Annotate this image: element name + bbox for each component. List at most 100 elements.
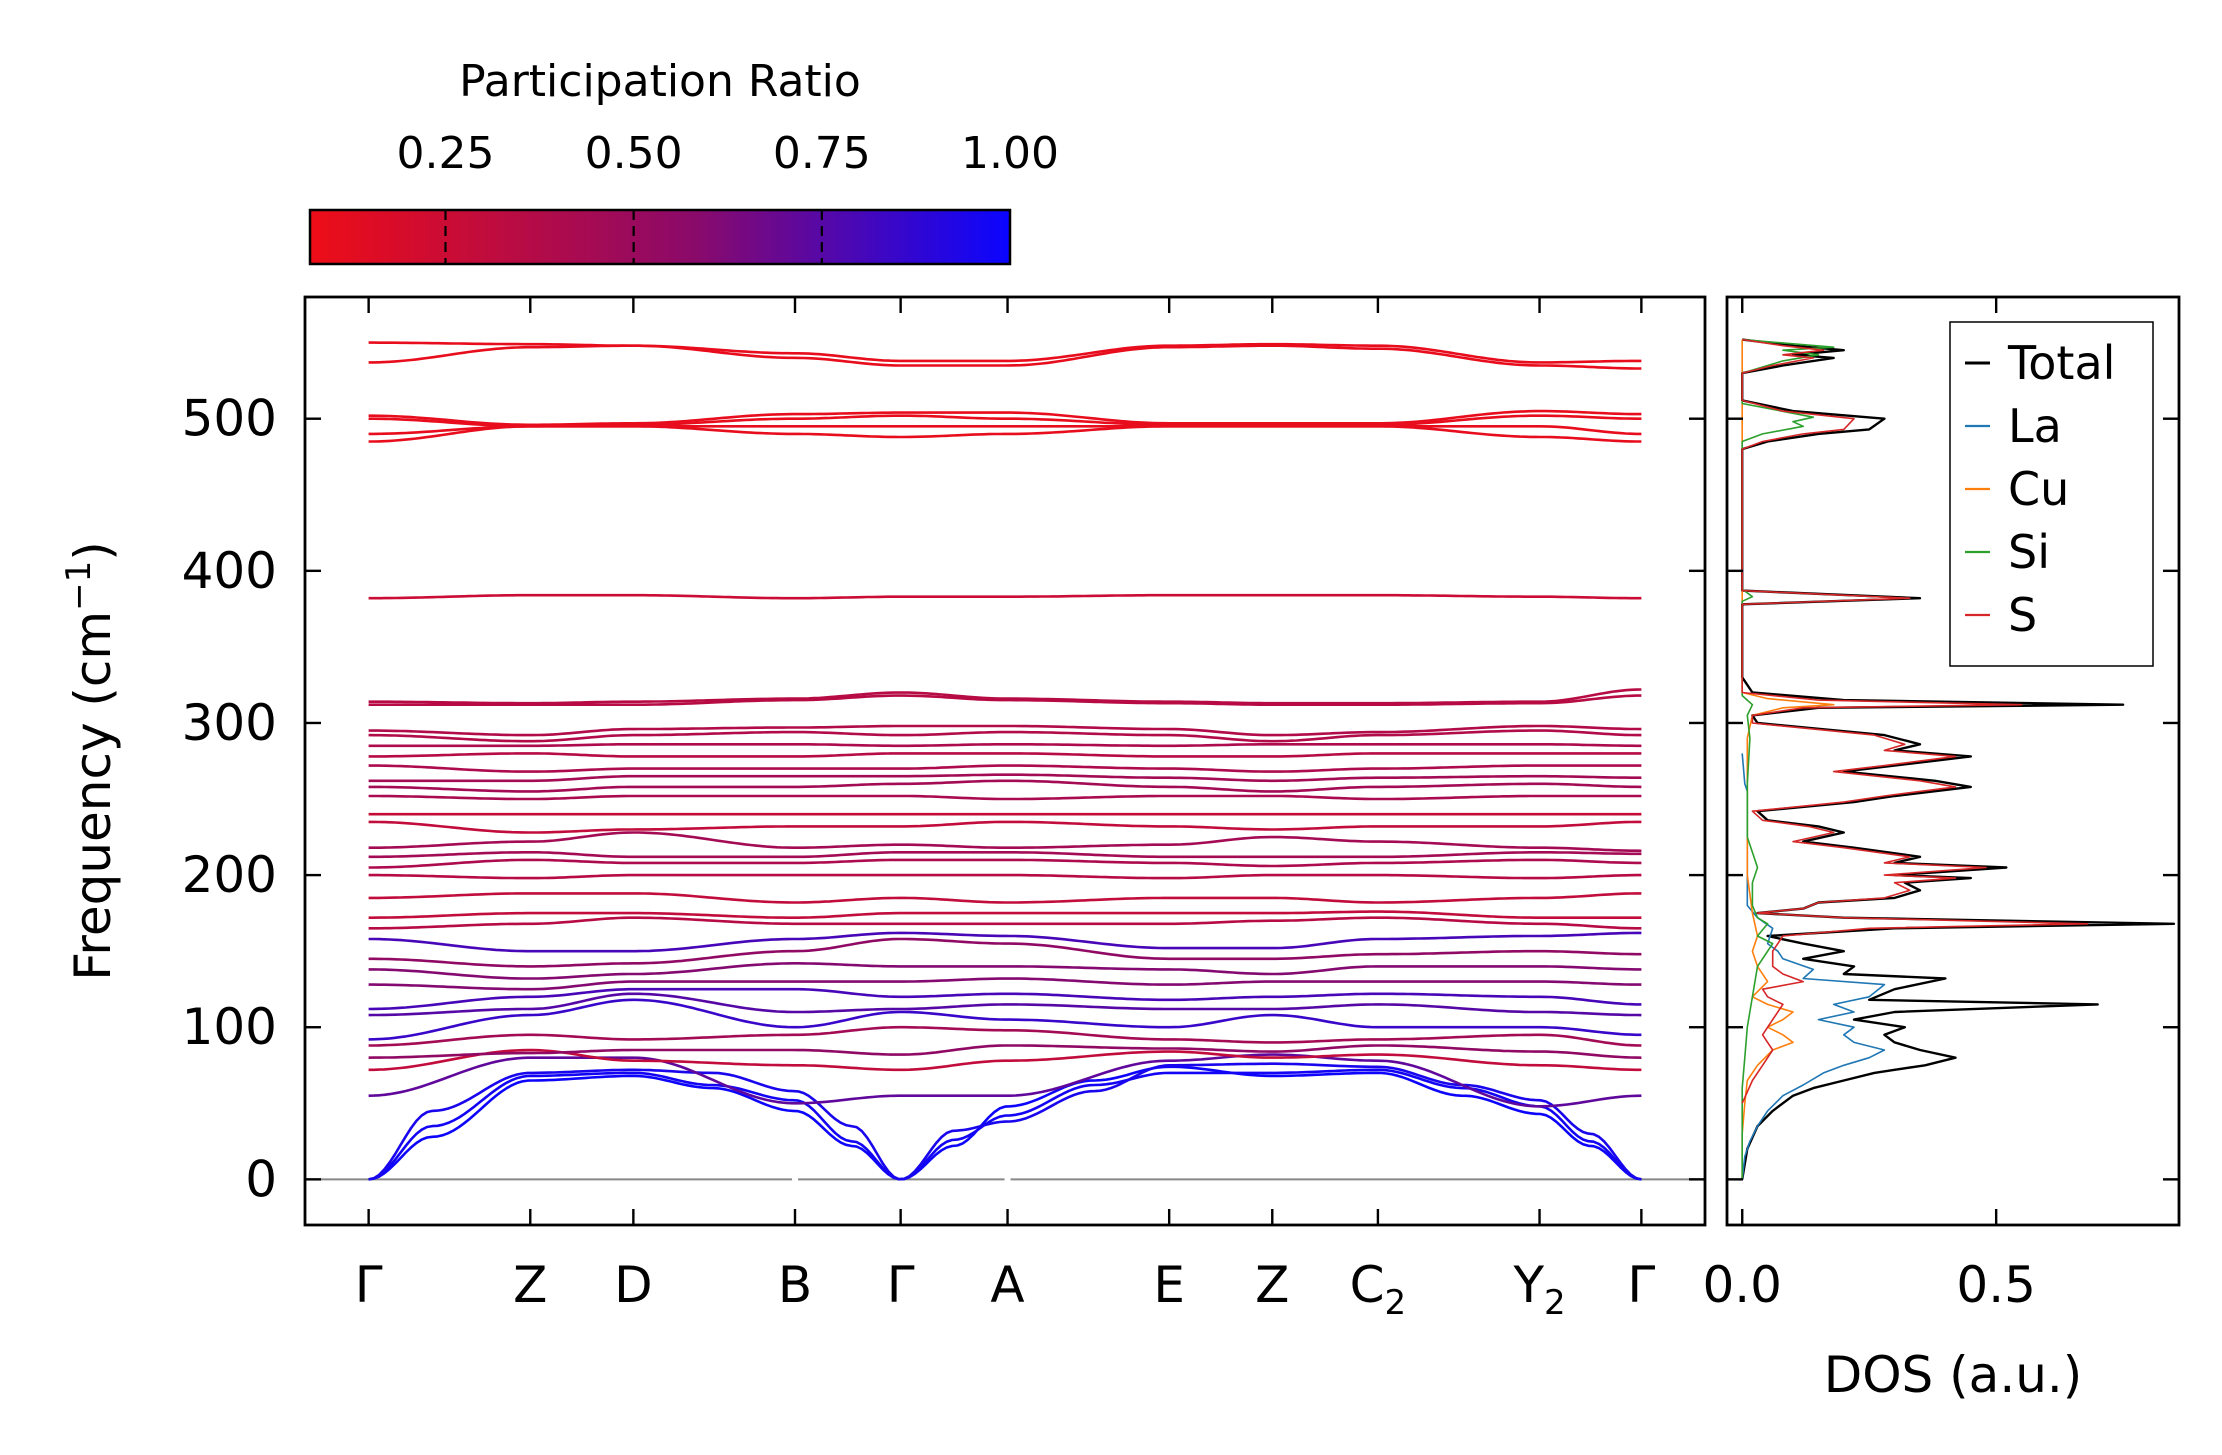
phonon-band-26: [368, 764, 1642, 773]
phonon-band-8: [368, 992, 1642, 1017]
frequency-tick-label: 0: [245, 1150, 277, 1208]
frequency-ticks: 0 100 200 300 400 500: [182, 390, 1705, 1208]
colorbar-ticks: 0.25 0.50 0.75 1.00: [396, 128, 1059, 264]
legend-items: Total La Cu Si S: [1965, 336, 2115, 642]
dos-x-tick-label: 0.0: [1702, 1256, 1782, 1314]
dos-ticks: 0.0 0.5: [1702, 297, 2036, 1314]
kpath-label: Z: [513, 1256, 547, 1314]
phonon-band-31: [368, 694, 1642, 707]
kpath-label: D: [614, 1256, 653, 1314]
phonon-band-30: [368, 724, 1642, 737]
phonon-band-17: [368, 873, 1642, 880]
phonon-band-18: [368, 858, 1642, 869]
phonon-band-2: [368, 1062, 1642, 1181]
kpath-label: C2: [1350, 1256, 1407, 1323]
kpath-label-point: B: [778, 1256, 812, 1314]
frequency-tick-label: 500: [182, 390, 277, 448]
kpath-ticks: Γ Z D B Γ A E Z C2 Y2 Γ: [355, 297, 1655, 1323]
phonon-band-29: [368, 729, 1642, 743]
colorbar-tick-label: 1.00: [961, 128, 1059, 179]
phonon-band-14: [368, 916, 1642, 930]
frequency-tick-label: 200: [182, 846, 277, 904]
kpath-label-subscript: 2: [1544, 1283, 1566, 1323]
band-axes-frame: [303, 295, 1707, 1227]
dos-series-si: [1741, 338, 1835, 1180]
dos-curves: [1740, 338, 2176, 1180]
phonon-band-3: [368, 1053, 1642, 1108]
colorbar-tick-label: 0.25: [396, 128, 494, 179]
kpath-label-point: Γ: [887, 1256, 915, 1314]
phonon-band-13: [368, 931, 1642, 953]
colorbar-gradient: [308, 208, 1012, 266]
phonon-band-36: [368, 414, 1642, 428]
frequency-label-close: ): [64, 541, 122, 561]
phonon-band-1: [368, 1068, 1642, 1181]
phonon-band-27: [368, 752, 1642, 758]
kpath-label-point: Z: [1255, 1256, 1289, 1314]
phonon-band-32: [368, 688, 1642, 705]
frequency-tick-label: 300: [182, 694, 277, 752]
dos-series-s: [1741, 338, 2089, 1104]
dos-legend: Total La Cu Si S: [1949, 321, 2154, 667]
colorbar-tick-label: 0.75: [773, 128, 871, 179]
kpath-label: E: [1153, 1256, 1185, 1314]
phonon-band-38: [368, 344, 1642, 370]
phonon-band-10: [368, 977, 1642, 991]
kpath-label-point: A: [990, 1256, 1024, 1314]
frequency-label-superscript: −1: [59, 561, 99, 611]
phonon-band-15: [368, 910, 1642, 920]
kpath-label: Z: [1255, 1256, 1289, 1314]
phonon-band-39: [368, 341, 1642, 364]
legend-label: La: [2008, 399, 2062, 453]
dos-axis-label: DOS (a.u.): [1824, 1346, 2083, 1404]
phonon-band-21: [368, 820, 1642, 834]
phonon-band-37: [368, 409, 1642, 427]
phonon-band-0: [368, 1065, 1642, 1181]
legend-frame: [1949, 321, 2154, 667]
phonon-band-24: [368, 779, 1642, 793]
kpath-label: Y2: [1512, 1256, 1565, 1323]
kpath-label-point: E: [1153, 1256, 1185, 1314]
kpath-label-point: Z: [513, 1256, 547, 1314]
kpath-label-point: C: [1350, 1256, 1385, 1314]
dos-panel: 0.0 0.5 DOS (a.u.) Total La Cu Si S: [1702, 295, 2181, 1404]
kpath-label: Γ: [1627, 1256, 1655, 1314]
kpath-label-point: D: [614, 1256, 653, 1314]
legend-label: Cu: [2008, 462, 2069, 516]
legend-label: S: [2008, 588, 2037, 642]
kpath-label-point: Γ: [355, 1256, 383, 1314]
kpath-label-point: Γ: [1627, 1256, 1655, 1314]
kpath-label: A: [990, 1256, 1024, 1314]
phonon-band-19: [368, 850, 1642, 859]
legend-label: Total: [2007, 336, 2115, 390]
phonon-band-11: [368, 961, 1642, 980]
kpath-label: Γ: [887, 1256, 915, 1314]
phonon-band-28: [368, 742, 1642, 748]
phonon-band-7: [368, 998, 1642, 1041]
phonon-band-12: [368, 937, 1642, 968]
phonon-band-9: [368, 987, 1642, 1011]
legend-label: Si: [2008, 525, 2050, 579]
phonon-band-5: [368, 1044, 1642, 1059]
dos-axes-frame: [1725, 295, 2181, 1227]
phonon-band-23: [368, 794, 1642, 801]
dos-x-tick-label: 0.5: [1956, 1256, 2036, 1314]
kpath-label: Γ: [355, 1256, 383, 1314]
phonon-bands: [368, 341, 1642, 1181]
frequency-label-text: Frequency (cm: [64, 611, 122, 981]
colorbar-title: Participation Ratio: [459, 56, 861, 107]
colorbar-tick-label: 0.50: [585, 128, 683, 179]
kpath-label-point: Y: [1512, 1256, 1544, 1314]
frequency-tick-label: 400: [182, 542, 277, 600]
frequency-tick-label: 100: [182, 998, 277, 1056]
phonon-band-6: [368, 1025, 1642, 1047]
phonon-band-25: [368, 773, 1642, 783]
colorbar: Participation Ratio 0.25 0.50 0.75 1.00: [308, 56, 1059, 266]
dos-frequency-ticks: [1727, 417, 2179, 1181]
phonon-band-33: [368, 593, 1642, 600]
phonon-band-16: [368, 892, 1642, 904]
kpath-label: B: [778, 1256, 812, 1314]
kpath-label-subscript: 2: [1385, 1283, 1407, 1323]
